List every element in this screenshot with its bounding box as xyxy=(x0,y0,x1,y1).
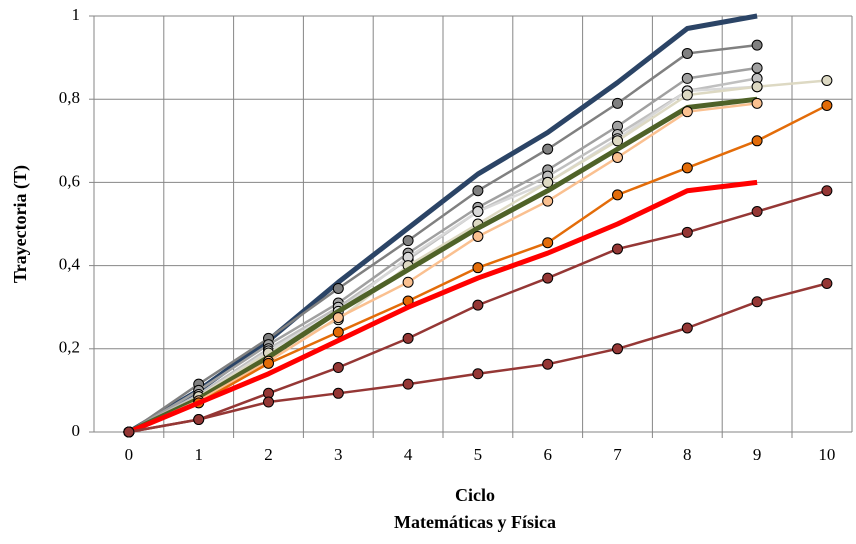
data-point xyxy=(612,151,623,163)
data-point xyxy=(612,135,623,147)
y-tick-label: 0 xyxy=(72,421,81,440)
data-point xyxy=(542,176,554,188)
data-point xyxy=(193,414,205,426)
data-point xyxy=(402,332,414,344)
data-point xyxy=(263,396,274,408)
data-point xyxy=(681,106,693,118)
data-point xyxy=(681,322,693,334)
x-tick-label: 4 xyxy=(404,445,413,464)
data-point xyxy=(681,226,693,238)
data-point xyxy=(612,343,623,355)
data-point xyxy=(402,235,414,247)
y-tick-label: 0,8 xyxy=(59,88,80,107)
y-tick-label: 1 xyxy=(72,5,81,24)
series-line xyxy=(128,102,758,434)
data-point xyxy=(332,362,344,374)
data-point xyxy=(332,387,344,399)
data-point xyxy=(612,189,623,201)
data-point xyxy=(472,185,484,197)
x-tick-label: 10 xyxy=(818,445,835,464)
y-tick-label: 0,4 xyxy=(59,255,81,274)
data-point xyxy=(542,195,554,207)
series-line xyxy=(127,13,758,435)
x-tick-label: 6 xyxy=(543,445,552,464)
data-point xyxy=(751,135,763,147)
x-tick-label: 2 xyxy=(264,445,273,464)
x-axis-label: Ciclo xyxy=(455,485,495,505)
series-line xyxy=(128,43,758,434)
y-axis-label: Trayectoria (T) xyxy=(10,165,31,283)
x-tick-label: 0 xyxy=(125,445,134,464)
series-line xyxy=(127,179,758,435)
y-tick-label: 0,2 xyxy=(59,338,80,357)
data-point xyxy=(472,206,484,218)
data-point xyxy=(263,357,274,369)
data-point xyxy=(821,99,833,111)
data-point xyxy=(681,72,693,84)
data-point xyxy=(751,62,763,74)
data-point xyxy=(542,237,554,249)
data-point xyxy=(612,97,623,109)
x-tick-label: 8 xyxy=(683,445,692,464)
y-tick-label: 0,6 xyxy=(59,171,80,190)
data-point xyxy=(681,89,693,101)
data-point xyxy=(751,97,763,109)
chart-title: Matemáticas y Física xyxy=(394,512,556,532)
data-point xyxy=(472,368,484,380)
data-point xyxy=(751,206,763,218)
data-point xyxy=(751,81,763,93)
data-point xyxy=(542,143,554,155)
data-point xyxy=(821,185,833,197)
data-point xyxy=(472,299,484,311)
x-tick-label: 9 xyxy=(753,445,762,464)
series-line xyxy=(127,96,758,435)
data-point xyxy=(612,243,623,255)
data-point xyxy=(332,282,344,294)
x-tick-label: 1 xyxy=(194,445,203,464)
series-line xyxy=(128,66,758,434)
data-point xyxy=(402,276,414,288)
data-point xyxy=(123,426,135,438)
data-point xyxy=(681,47,693,59)
data-point xyxy=(402,378,414,390)
data-point xyxy=(472,262,484,274)
x-tick-label: 3 xyxy=(334,445,343,464)
data-point xyxy=(542,272,554,284)
data-point xyxy=(332,312,344,324)
data-point xyxy=(751,39,763,51)
data-point xyxy=(472,230,484,242)
data-point xyxy=(751,296,763,308)
data-point xyxy=(681,162,693,174)
x-tick-label: 5 xyxy=(474,445,483,464)
x-tick-label: 7 xyxy=(613,445,622,464)
data-point xyxy=(542,358,554,370)
data-point xyxy=(821,74,833,86)
data-point xyxy=(821,277,833,289)
data-point xyxy=(332,326,344,338)
